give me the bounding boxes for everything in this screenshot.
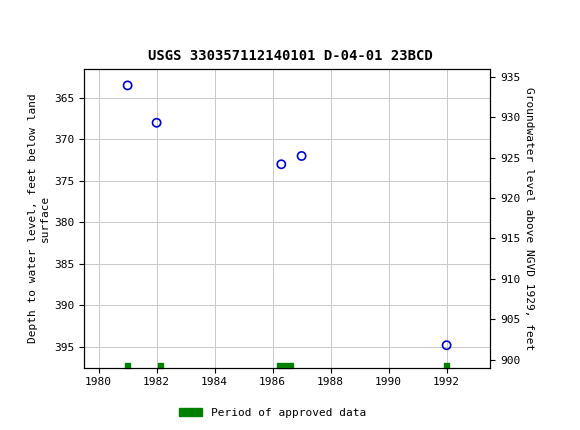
Point [297,153,306,160]
Bar [125,363,130,368]
Bar [158,363,162,368]
Point [123,82,132,89]
Point [277,161,286,168]
Bar [444,363,449,368]
Point [152,119,161,126]
Y-axis label: Groundwater level above NGVD 1929, feet: Groundwater level above NGVD 1929, feet [524,86,534,350]
Text: ≡USGS: ≡USGS [9,14,74,31]
Point [442,342,451,349]
Y-axis label: Depth to water level, feet below land
surface: Depth to water level, feet below land su… [28,93,50,343]
Text: USGS 330357112140101 D-04-01 23BCD: USGS 330357112140101 D-04-01 23BCD [148,49,432,63]
Legend: Period of approved data: Period of approved data [175,403,370,422]
Bar [277,363,293,368]
